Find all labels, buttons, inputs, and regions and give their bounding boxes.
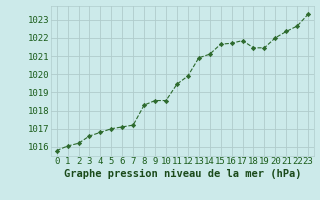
X-axis label: Graphe pression niveau de la mer (hPa): Graphe pression niveau de la mer (hPa)	[64, 169, 301, 179]
